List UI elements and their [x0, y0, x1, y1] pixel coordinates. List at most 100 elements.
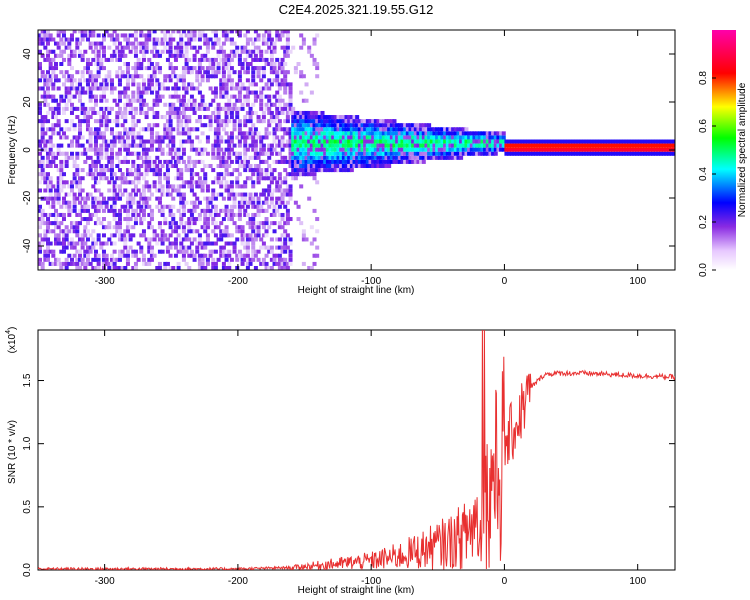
heatmap-cell — [317, 168, 322, 173]
heatmap-cell — [291, 155, 296, 160]
heatmap-cell — [165, 180, 170, 185]
heatmap-cell — [299, 135, 304, 140]
heatmap-cell — [96, 180, 101, 185]
heatmap-cell — [168, 245, 173, 250]
heatmap-cell — [405, 135, 410, 140]
heatmap-cell — [283, 127, 288, 132]
heatmap-cell — [38, 261, 42, 266]
heatmap-cell — [109, 143, 114, 148]
heatmap-cell — [51, 196, 56, 201]
heatmap-cell — [333, 143, 338, 148]
heatmap-cell — [261, 74, 266, 79]
heatmap-cell — [485, 147, 490, 152]
heatmap-cell — [229, 86, 234, 91]
heatmap-cell — [269, 237, 274, 242]
heatmap-cell — [139, 217, 144, 222]
heatmap-cell — [245, 176, 250, 181]
heatmap-cell — [171, 143, 176, 148]
heatmap-cell — [349, 168, 354, 173]
heatmap-cell — [357, 131, 362, 136]
heatmap-cell — [288, 90, 293, 95]
heatmap-cell — [128, 102, 133, 107]
heatmap-cell — [176, 74, 181, 79]
heatmap-cell — [325, 123, 330, 128]
heatmap-cell — [149, 168, 154, 173]
heatmap-cell — [45, 164, 50, 168]
heatmap-cell — [117, 233, 122, 238]
heatmap-cell — [128, 217, 133, 222]
heatmap-cell — [453, 151, 458, 156]
heatmap-cell — [64, 78, 69, 83]
heatmap-cell — [160, 82, 165, 87]
heatmap-cell — [133, 172, 138, 177]
heatmap-cell — [173, 53, 178, 58]
heatmap-cell — [136, 212, 141, 217]
heatmap-cell — [96, 131, 101, 136]
heatmap-cell — [117, 66, 122, 71]
heatmap-cell — [229, 66, 234, 71]
heatmap-cell — [195, 106, 200, 111]
heatmap-cell — [245, 66, 250, 71]
heatmap-cell — [211, 66, 216, 71]
heatmap-cell — [555, 143, 560, 148]
heatmap-cell — [541, 151, 546, 156]
heatmap-cell — [195, 49, 200, 54]
heatmap-cell — [189, 139, 194, 144]
heatmap-cell — [235, 98, 240, 103]
heatmap-cell — [195, 86, 200, 91]
heatmap-cell — [48, 37, 53, 42]
heatmap-cell — [283, 192, 288, 197]
heatmap-cell — [477, 143, 482, 148]
heatmap-cell — [96, 62, 101, 66]
heatmap-cell — [381, 151, 386, 156]
heatmap-cell — [243, 147, 248, 152]
heatmap-cell — [96, 49, 101, 54]
heatmap-cell — [336, 115, 341, 120]
heatmap-cell — [96, 127, 101, 132]
heatmap-cell — [243, 94, 248, 99]
heatmap-cell — [317, 123, 322, 128]
heatmap-cell — [269, 196, 274, 201]
heatmap-cell — [144, 237, 149, 242]
heatmap-cell — [152, 139, 157, 144]
heatmap-cell — [141, 217, 146, 222]
heatmap-cell — [144, 127, 149, 132]
heatmap-cell — [59, 184, 64, 189]
heatmap-cell — [539, 151, 544, 156]
heatmap-cell — [563, 151, 568, 156]
heatmap-cell — [360, 135, 365, 140]
heatmap-cell — [163, 266, 168, 270]
heatmap-cell — [53, 78, 58, 83]
heatmap-cell — [248, 225, 253, 230]
heatmap-cell — [285, 119, 290, 124]
heatmap-cell — [85, 217, 90, 222]
heatmap-cell — [411, 143, 416, 148]
heatmap-cell — [293, 164, 298, 168]
heatmap-cell — [205, 78, 210, 83]
heatmap-cell — [43, 45, 48, 50]
heatmap-cell — [237, 30, 242, 34]
heatmap-cell — [256, 196, 261, 201]
heatmap-cell — [392, 159, 397, 164]
heatmap-cell — [133, 33, 138, 38]
heatmap-cell — [341, 119, 346, 124]
heatmap-cell — [85, 172, 90, 177]
heatmap-cell — [613, 143, 618, 148]
heatmap-cell — [75, 115, 80, 120]
heatmap-cell — [221, 164, 226, 168]
heatmap-cell — [51, 98, 56, 103]
heatmap-cell — [256, 208, 261, 213]
heatmap-cell — [397, 143, 402, 148]
heatmap-cell — [357, 164, 362, 168]
heatmap-cell — [237, 78, 242, 83]
heatmap-cell — [320, 127, 325, 132]
heatmap-cell — [235, 82, 240, 87]
heatmap-cell — [72, 253, 77, 258]
heatmap-cell — [192, 106, 197, 111]
heatmap-cell — [312, 131, 317, 136]
heatmap-cell — [285, 102, 290, 107]
heatmap-cell — [147, 237, 152, 242]
heatmap-cell — [352, 155, 357, 160]
heatmap-cell — [296, 147, 301, 152]
heatmap-cell — [109, 82, 114, 87]
